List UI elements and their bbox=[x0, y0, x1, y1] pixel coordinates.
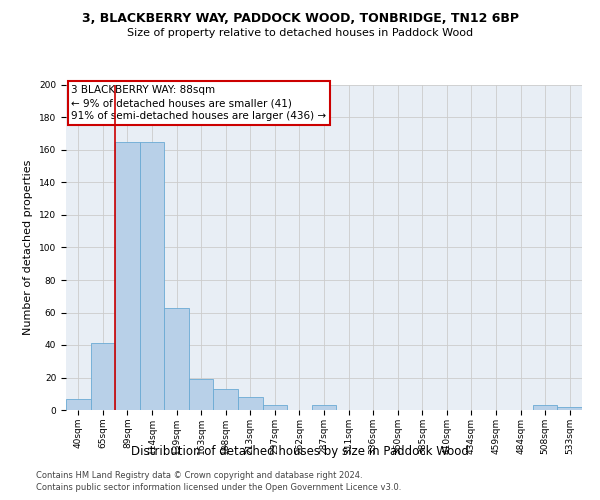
Text: Contains HM Land Registry data © Crown copyright and database right 2024.: Contains HM Land Registry data © Crown c… bbox=[36, 471, 362, 480]
Bar bbox=[312, 405, 336, 410]
Bar bbox=[238, 397, 263, 410]
Text: 3, BLACKBERRY WAY, PADDOCK WOOD, TONBRIDGE, TN12 6BP: 3, BLACKBERRY WAY, PADDOCK WOOD, TONBRID… bbox=[82, 12, 518, 26]
Bar bbox=[557, 407, 582, 410]
Y-axis label: Number of detached properties: Number of detached properties bbox=[23, 160, 34, 335]
Bar bbox=[140, 142, 164, 410]
Bar bbox=[66, 398, 91, 410]
Bar bbox=[533, 405, 557, 410]
Bar bbox=[164, 308, 189, 410]
Bar bbox=[214, 389, 238, 410]
Text: Distribution of detached houses by size in Paddock Wood: Distribution of detached houses by size … bbox=[131, 445, 469, 458]
Text: Size of property relative to detached houses in Paddock Wood: Size of property relative to detached ho… bbox=[127, 28, 473, 38]
Bar bbox=[263, 405, 287, 410]
Bar bbox=[189, 379, 214, 410]
Text: 3 BLACKBERRY WAY: 88sqm
← 9% of detached houses are smaller (41)
91% of semi-det: 3 BLACKBERRY WAY: 88sqm ← 9% of detached… bbox=[71, 85, 326, 122]
Bar bbox=[115, 142, 140, 410]
Text: Contains public sector information licensed under the Open Government Licence v3: Contains public sector information licen… bbox=[36, 484, 401, 492]
Bar bbox=[91, 344, 115, 410]
